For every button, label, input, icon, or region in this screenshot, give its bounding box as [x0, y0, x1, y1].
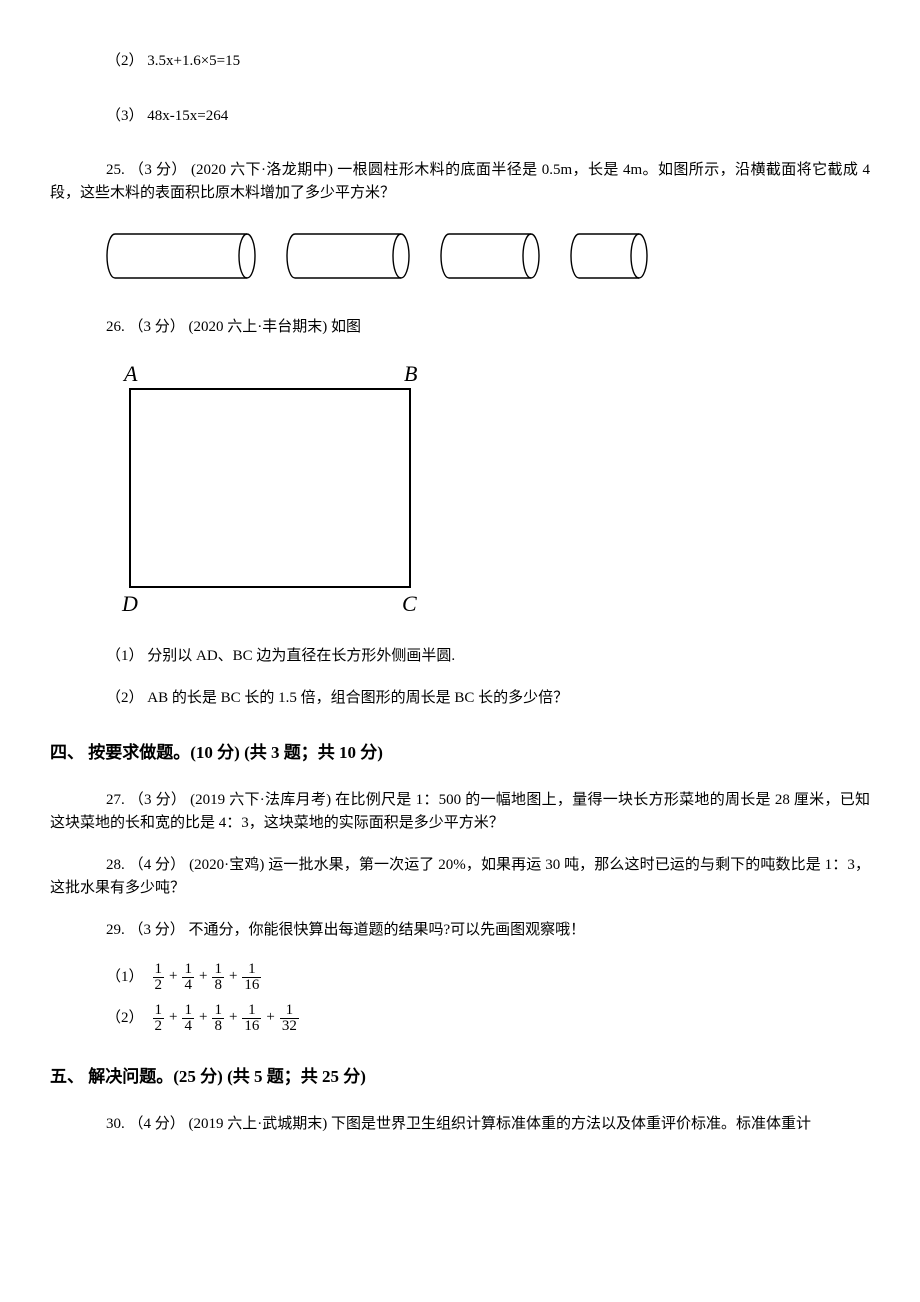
svg-text:C: C [402, 591, 417, 616]
fraction-sum-2-expr: 12+14+18+116+132 [152, 1003, 300, 1034]
rectangle-figure: A B D C [50, 359, 870, 619]
question-27: 27. （3 分） (2019 六下·法库月考) 在比例尺是 1：500 的一幅… [50, 789, 870, 834]
cylinder-1 [106, 232, 266, 280]
svg-text:D: D [121, 591, 138, 616]
question-25: 25. （3 分） (2020 六下·洛龙期中) 一根圆柱形木料的底面半径是 0… [50, 159, 870, 204]
fraction-sum-1-expr: 12+14+18+116 [152, 962, 263, 993]
fraction-sum-1: （1） 12+14+18+116 [50, 962, 870, 993]
cylinder-figure [50, 232, 870, 280]
fraction-sum-2: （2） 12+14+18+116+132 [50, 1003, 870, 1034]
question-26-part2: （2） AB 的长是 BC 长的 1.5 倍，组合图形的周长是 BC 长的多少倍… [50, 687, 870, 710]
question-30: 30. （4 分） (2019 六上·武城期末) 下图是世界卫生组织计算标准体重… [50, 1113, 870, 1136]
question-26: 26. （3 分） (2020 六上·丰台期末) 如图 [50, 316, 870, 339]
cylinder-2 [286, 232, 420, 280]
fraction-sum-2-index: （2） [106, 1007, 144, 1030]
equation-2: （2） 3.5x+1.6×5=15 [50, 50, 870, 73]
question-26-part1: （1） 分别以 AD、BC 边为直径在长方形外侧画半圆. [50, 645, 870, 668]
question-28: 28. （4 分） (2020·宝鸡) 运一批水果，第一次运了 20%，如果再运… [50, 854, 870, 899]
cylinder-4 [570, 232, 658, 280]
section-4-heading: 四、 按要求做题。(10 分) (共 3 题；共 10 分) [50, 740, 870, 766]
question-29: 29. （3 分） 不通分，你能很快算出每道题的结果吗?可以先画图观察哦！ [50, 919, 870, 942]
fraction-sum-1-index: （1） [106, 966, 144, 989]
svg-text:A: A [122, 361, 138, 386]
equation-3: （3） 48x-15x=264 [50, 105, 870, 128]
section-5-heading: 五、 解决问题。(25 分) (共 5 题；共 25 分) [50, 1064, 870, 1090]
rectangle-abcd: A B D C [106, 359, 426, 619]
cylinder-3 [440, 232, 550, 280]
svg-text:B: B [404, 361, 417, 386]
